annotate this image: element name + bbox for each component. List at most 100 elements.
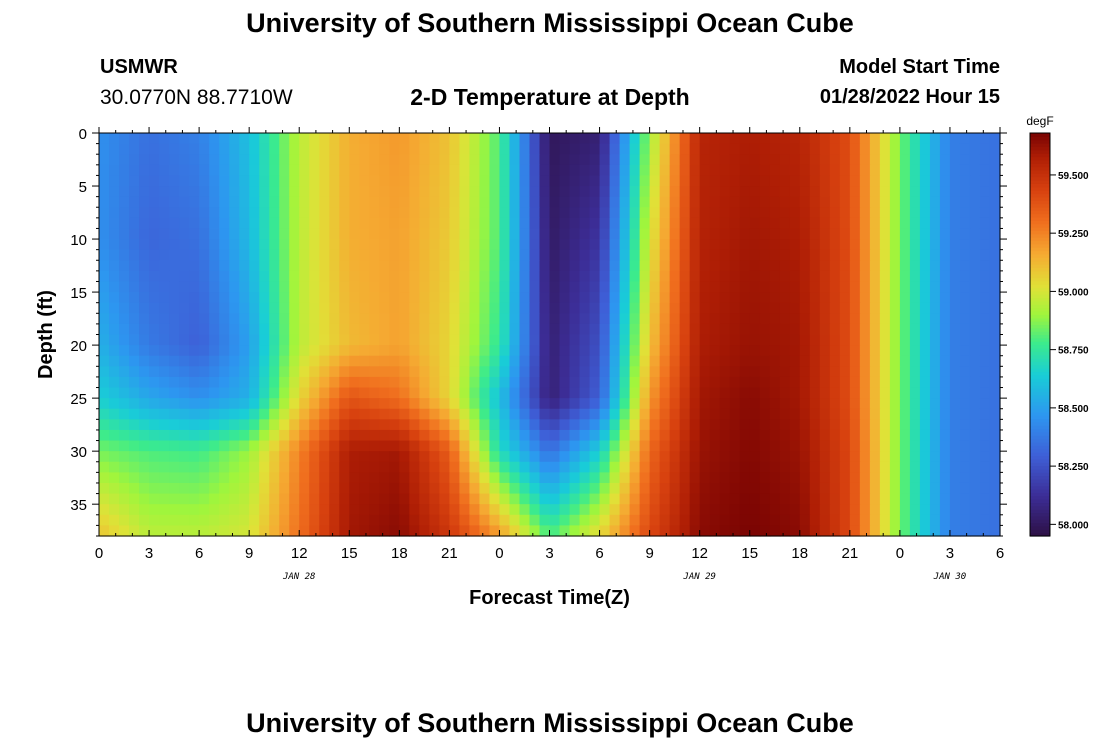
heatmap-cell [649, 239, 661, 251]
heatmap-cell [829, 228, 841, 240]
heatmap-cell [939, 461, 951, 473]
heatmap-cell [189, 164, 200, 177]
heatmap-cell [99, 175, 110, 187]
heatmap-cell [629, 398, 641, 410]
heatmap-cell [799, 164, 811, 177]
heatmap-cell [689, 429, 701, 442]
heatmap-cell [359, 398, 370, 410]
heatmap-cell [809, 419, 821, 431]
heatmap-cell [919, 334, 931, 346]
heatmap-cell [949, 228, 961, 240]
heatmap-cell [949, 323, 961, 336]
heatmap-cell [369, 164, 380, 177]
heatmap-cell [879, 133, 891, 145]
heatmap-cell [739, 472, 751, 484]
heatmap-cell [649, 419, 661, 431]
heatmap-cell [479, 186, 491, 198]
heatmap-cell [599, 493, 611, 505]
heatmap-cell [639, 313, 651, 325]
heatmap-cell [589, 249, 601, 261]
heatmap-cell [689, 461, 701, 473]
heatmap-cell [379, 493, 390, 505]
heatmap-cell [389, 207, 400, 219]
heatmap-cell [489, 239, 501, 251]
heatmap-cell [469, 429, 481, 442]
heatmap-cell [369, 292, 380, 304]
heatmap-cell [229, 313, 240, 325]
heatmap-cell [479, 143, 491, 155]
heatmap-cell [499, 207, 511, 219]
heatmap-cell [329, 228, 340, 240]
heatmap-cell [649, 313, 661, 325]
heatmap-cell [209, 133, 220, 145]
heatmap-cell [319, 482, 330, 495]
heatmap-cell [219, 429, 230, 442]
heatmap-cell [729, 302, 741, 314]
heatmap-cell [599, 514, 611, 526]
heatmap-cell [679, 217, 691, 230]
heatmap-cell [569, 217, 581, 230]
heatmap-cell [719, 217, 731, 230]
heatmap-cell [359, 186, 370, 198]
heatmap-cell [129, 419, 140, 431]
heatmap-cell [679, 196, 691, 208]
heatmap-cell [879, 228, 891, 240]
heatmap-cell [169, 376, 180, 389]
heatmap-cell [909, 504, 921, 516]
heatmap-cell [579, 133, 591, 145]
heatmap-cell [489, 281, 501, 293]
heatmap-cell [369, 398, 380, 410]
heatmap-cell [689, 408, 701, 420]
heatmap-cell [169, 249, 180, 261]
heatmap-cell [249, 323, 260, 336]
heatmap-cell [119, 260, 130, 272]
heatmap-cell [129, 249, 140, 261]
heatmap-cell [109, 525, 120, 537]
heatmap-cell [379, 472, 390, 484]
heatmap-cell [529, 472, 541, 484]
heatmap-cell [519, 440, 531, 452]
heatmap-cell [739, 207, 751, 219]
heatmap-cell [859, 249, 871, 261]
heatmap-cell [359, 376, 370, 389]
heatmap-cell [469, 292, 481, 304]
heatmap-cell [629, 196, 641, 208]
heatmap-cell [439, 366, 450, 378]
heatmap-cell [199, 334, 210, 346]
heatmap-cell [309, 366, 320, 378]
heatmap-cell [889, 504, 901, 516]
heatmap-cell [389, 514, 400, 526]
heatmap-cell [739, 175, 751, 187]
heatmap-cell [459, 270, 471, 283]
heatmap-cell [359, 292, 370, 304]
heatmap-cell [149, 440, 160, 452]
heatmap-cell [929, 323, 941, 336]
heatmap-cell [569, 302, 581, 314]
heatmap-cell [929, 398, 941, 410]
heatmap-cell [829, 387, 841, 399]
heatmap-cell [899, 514, 911, 526]
heatmap-cell [189, 429, 200, 442]
heatmap-cell [669, 376, 681, 389]
heatmap-cell [399, 376, 410, 389]
heatmap-cell [239, 482, 250, 495]
heatmap-cell [679, 408, 691, 420]
heatmap-cell [179, 493, 190, 505]
heatmap-cell [169, 186, 180, 198]
heatmap-cell [309, 461, 320, 473]
heatmap-cell [889, 270, 901, 283]
heatmap-cell [609, 260, 621, 272]
heatmap-cell [339, 472, 350, 484]
heatmap-cell [259, 451, 270, 463]
heatmap-cell [259, 514, 270, 526]
heatmap-cell [199, 186, 210, 198]
heatmap-cell [979, 207, 991, 219]
heatmap-cell [339, 228, 350, 240]
heatmap-cell [429, 292, 440, 304]
heatmap-cell [859, 355, 871, 367]
heatmap-cell [129, 408, 140, 420]
heatmap-cell [659, 313, 671, 325]
heatmap-cell [339, 260, 350, 272]
heatmap-cell [699, 504, 711, 516]
heatmap-cell [719, 504, 731, 516]
